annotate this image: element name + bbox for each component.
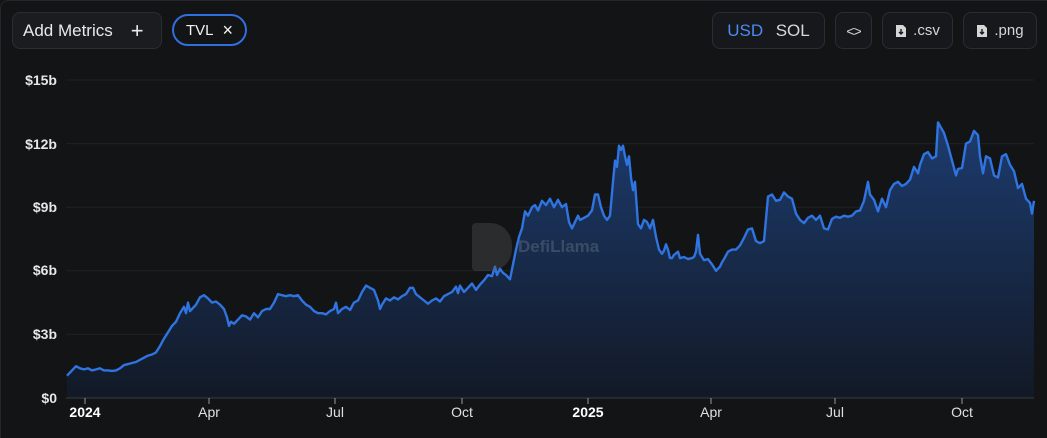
x-tick-label: Jul <box>326 404 344 420</box>
download-csv-button[interactable]: .csv <box>882 12 953 49</box>
y-tick-label: $3b <box>32 326 57 342</box>
y-tick-label: $12b <box>25 136 57 152</box>
y-tick-label: $9b <box>32 199 57 215</box>
metric-chip-label: TVL <box>185 21 214 39</box>
file-download-icon <box>896 24 907 37</box>
add-metrics-button[interactable]: Add Metrics + <box>12 12 162 49</box>
y-tick-label: $0 <box>41 390 57 406</box>
file-download-icon <box>977 24 988 37</box>
add-metrics-label: Add Metrics <box>23 20 113 40</box>
x-ticks <box>84 398 963 404</box>
metric-chip-tvl[interactable]: TVL × <box>172 14 247 46</box>
download-png-label: .png <box>994 22 1024 39</box>
x-tick-label: Oct <box>451 404 473 420</box>
currency-toggle: USD SOL <box>712 12 825 49</box>
download-png-button[interactable]: .png <box>963 12 1037 49</box>
x-tick-label: Oct <box>951 404 973 420</box>
currency-option-sol[interactable]: SOL <box>775 20 810 40</box>
download-csv-label: .csv <box>913 22 940 39</box>
tvl-area <box>67 122 1034 399</box>
close-icon[interactable]: × <box>222 20 234 40</box>
x-tick-label: 2025 <box>572 404 604 420</box>
chart-toolbar: Add Metrics + TVL × USD SOL <> .csv .png <box>12 12 1037 49</box>
x-tick-label: Apr <box>700 404 722 420</box>
embed-button[interactable]: <> <box>835 12 872 49</box>
currency-option-usd[interactable]: USD <box>727 20 764 40</box>
tvl-line <box>66 121 1036 377</box>
plus-icon: + <box>130 17 144 43</box>
x-tick-label: 2024 <box>69 404 101 420</box>
code-icon: <> <box>846 22 861 39</box>
x-tick-label: Apr <box>198 404 220 420</box>
y-tick-label: $6b <box>32 262 57 278</box>
y-tick-label: $15b <box>25 72 57 88</box>
x-tick-label: Jul <box>826 404 844 420</box>
